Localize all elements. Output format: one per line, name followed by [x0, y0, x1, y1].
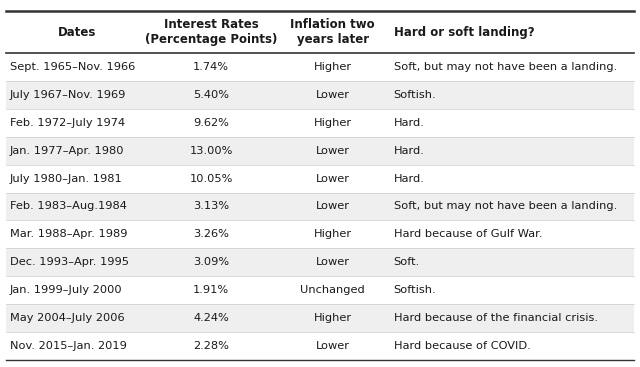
Bar: [6, 248, 634, 276]
Bar: [6, 137, 634, 165]
Text: Nov. 2015–Jan. 2019: Nov. 2015–Jan. 2019: [10, 341, 127, 351]
Text: Hard.: Hard.: [394, 118, 424, 128]
Text: July 1980–Jan. 1981: July 1980–Jan. 1981: [10, 174, 122, 184]
Text: Softish.: Softish.: [394, 285, 436, 295]
Bar: [6, 193, 634, 220]
Text: 4.24%: 4.24%: [193, 313, 229, 323]
Text: Interest Rates
(Percentage Points): Interest Rates (Percentage Points): [145, 18, 277, 46]
Text: Hard because of the financial crisis.: Hard because of the financial crisis.: [394, 313, 598, 323]
Text: Inflation two
years later: Inflation two years later: [291, 18, 375, 46]
Text: Feb. 1983–Aug.1984: Feb. 1983–Aug.1984: [10, 201, 127, 211]
Text: Higher: Higher: [314, 229, 352, 239]
Text: Lower: Lower: [316, 146, 350, 156]
Text: Hard or soft landing?: Hard or soft landing?: [394, 26, 534, 39]
Text: Dec. 1993–Apr. 1995: Dec. 1993–Apr. 1995: [10, 257, 129, 267]
Text: Hard because of Gulf War.: Hard because of Gulf War.: [394, 229, 542, 239]
Text: July 1967–Nov. 1969: July 1967–Nov. 1969: [10, 90, 126, 100]
Text: Lower: Lower: [316, 257, 350, 267]
Text: 2.28%: 2.28%: [193, 341, 229, 351]
Text: 13.00%: 13.00%: [189, 146, 233, 156]
Text: Sept. 1965–Nov. 1966: Sept. 1965–Nov. 1966: [10, 62, 135, 72]
Text: 3.09%: 3.09%: [193, 257, 229, 267]
Text: 3.26%: 3.26%: [193, 229, 229, 239]
Text: Dates: Dates: [58, 26, 96, 39]
Text: Softish.: Softish.: [394, 90, 436, 100]
Text: Feb. 1972–July 1974: Feb. 1972–July 1974: [10, 118, 125, 128]
Text: Soft.: Soft.: [394, 257, 420, 267]
Text: 3.13%: 3.13%: [193, 201, 229, 211]
Text: Hard.: Hard.: [394, 146, 424, 156]
Text: Soft, but may not have been a landing.: Soft, but may not have been a landing.: [394, 62, 617, 72]
Text: Hard because of COVID.: Hard because of COVID.: [394, 341, 531, 351]
Text: May 2004–July 2006: May 2004–July 2006: [10, 313, 124, 323]
Text: Lower: Lower: [316, 174, 350, 184]
Text: Jan. 1999–July 2000: Jan. 1999–July 2000: [10, 285, 122, 295]
Text: Higher: Higher: [314, 118, 352, 128]
Bar: [6, 81, 634, 109]
Bar: [6, 304, 634, 332]
Text: Unchanged: Unchanged: [300, 285, 365, 295]
Text: 1.91%: 1.91%: [193, 285, 229, 295]
Text: Lower: Lower: [316, 341, 350, 351]
Text: Higher: Higher: [314, 62, 352, 72]
Text: 1.74%: 1.74%: [193, 62, 229, 72]
Text: Jan. 1977–Apr. 1980: Jan. 1977–Apr. 1980: [10, 146, 124, 156]
Text: 9.62%: 9.62%: [193, 118, 229, 128]
Text: Mar. 1988–Apr. 1989: Mar. 1988–Apr. 1989: [10, 229, 127, 239]
Text: Hard.: Hard.: [394, 174, 424, 184]
Text: Lower: Lower: [316, 201, 350, 211]
Text: Higher: Higher: [314, 313, 352, 323]
Text: Soft, but may not have been a landing.: Soft, but may not have been a landing.: [394, 201, 617, 211]
Text: Lower: Lower: [316, 90, 350, 100]
Text: 10.05%: 10.05%: [189, 174, 233, 184]
Text: 5.40%: 5.40%: [193, 90, 229, 100]
